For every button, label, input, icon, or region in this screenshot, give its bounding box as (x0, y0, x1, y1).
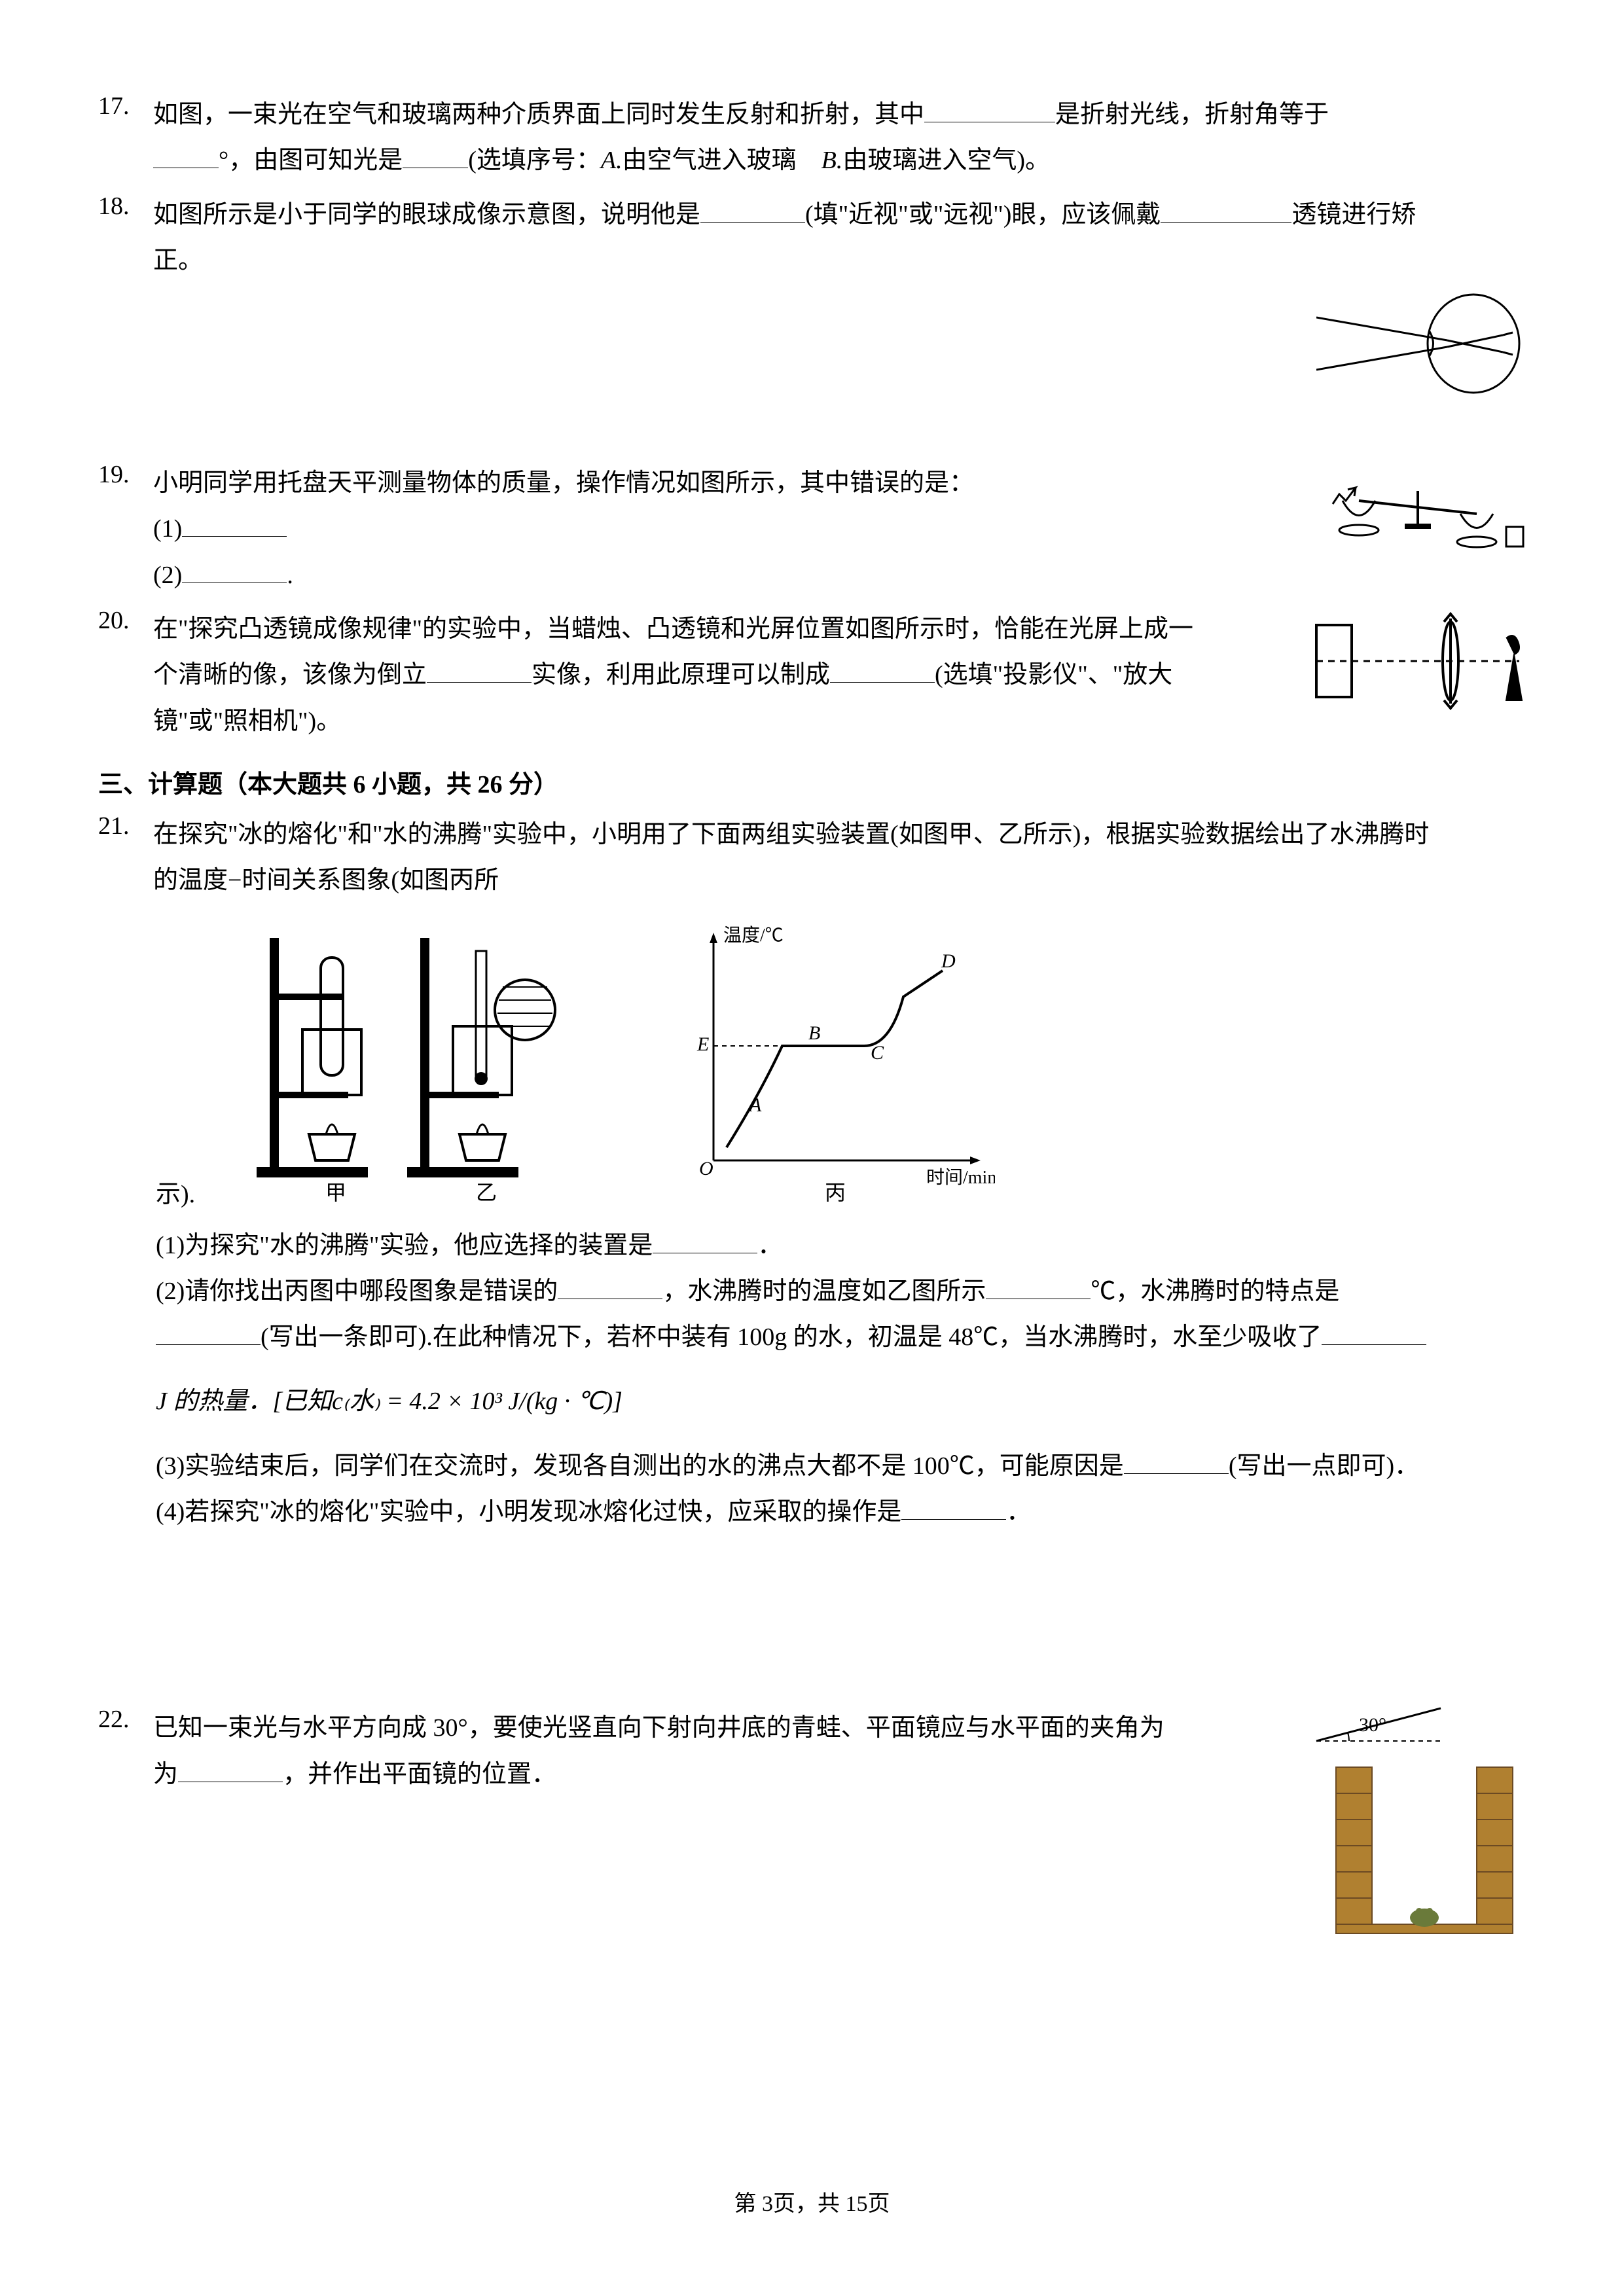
q21-figures-row: 示). (156, 912, 1526, 1210)
q19-text-a: 小明同学用托盘天平测量物体的质量，操作情况如图所示，其中错误的是： (153, 469, 974, 497)
blank (700, 194, 805, 223)
q20-text-b: 实像，利用此原理可以制成 (532, 661, 830, 689)
q17-text-a: 如图，一束光在空气和玻璃两种介质界面上同时发生反射和折射，其中 (153, 101, 924, 128)
q17-text-b: 是折射光线，折射角等于 (1055, 101, 1329, 128)
q21-part4: (4)若探究"冰的熔化"实验中，小明发现冰熔化过快，应采取的操作是 ． (156, 1489, 1526, 1535)
blank (178, 1754, 283, 1782)
question-18: 18. 如图所示是小于同学的眼球成像示意图，说明他是 (填"近视"或"远视")眼，… (98, 192, 1526, 284)
q17-body: 如图，一束光在空气和玻璃两种介质界面上同时发生反射和折射，其中 是折射光线，折射角… (153, 92, 1449, 184)
q22-number: 22. (98, 1705, 151, 1734)
q19-sub2: (2) (153, 562, 182, 589)
heating-apparatus-icon: 甲 乙 (244, 912, 558, 1206)
graph-letter-C: C (871, 1042, 884, 1064)
q18-text-b: (填"近视"或"远视")眼，应该佩戴 (805, 201, 1161, 228)
q22-text-b: ，并作出平面镜的位置． (283, 1761, 556, 1788)
q21-p2c: ℃，水沸腾时的特点是 (1091, 1278, 1339, 1305)
question-22: 22. 已知一束光与水平方向成 30°，要使光竖直向下射向井底的青蛙、平面镜应与… (98, 1705, 1526, 1797)
eye-diagram-icon (1316, 281, 1526, 406)
q21-p4a: (4)若探究"冰的熔化"实验中，小明发现冰熔化过快，应采取的操作是 (156, 1498, 901, 1526)
graph-letter-A: A (748, 1094, 762, 1116)
figure-graph: 温度/℃ 时间/min A B C D E O 丙 (668, 912, 995, 1210)
blank (427, 655, 532, 683)
blank (558, 1271, 662, 1299)
q18-text-a: 如图所示是小于同学的眼球成像示意图，说明他是 (153, 201, 700, 228)
q21-p2e: J 的热量．[已知 (156, 1388, 332, 1415)
blank (1124, 1446, 1229, 1474)
question-21: 21. 在探究"冰的熔化"和"水的沸腾"实验中，小明用了下面两组实验装置(如图甲… (98, 812, 1526, 904)
graph-letter-O: O (699, 1158, 713, 1179)
q21-part1: (1)为探究"水的沸腾"实验，他应选择的装置是 ． (156, 1223, 1526, 1268)
q21-formula: c₍水₎ = 4.2 × 10³ J/(kg · ℃)] (332, 1388, 623, 1415)
q21-intro-a: 在探究"冰的熔化"和"水的沸腾"实验中，小明用了下面两组实验装置(如图甲、乙所示… (153, 821, 1429, 894)
graph-letter-E: E (696, 1033, 709, 1055)
blank (1322, 1317, 1426, 1345)
q17-opta: A. (601, 147, 623, 174)
q17-optb-text: 由玻璃进入空气)。 (842, 147, 1050, 174)
figure-apparatus: 甲 乙 (244, 912, 558, 1210)
figure-eye (1316, 281, 1526, 409)
q21-number: 21. (98, 812, 151, 840)
q19-sub1: (1) (153, 515, 182, 543)
q19-number: 19. (98, 460, 151, 489)
blank (924, 94, 1055, 122)
question-19: 19. 小明同学用托盘天平测量物体的质量，操作情况如图所示，其中错误的是： (1… (98, 460, 1526, 598)
q21-p4b: ． (1006, 1498, 1031, 1526)
q19-sub2-end: . (287, 562, 293, 589)
blank (986, 1271, 1091, 1299)
graph-letter-D: D (941, 950, 956, 972)
question-17: 17. 如图，一束光在空气和玻璃两种介质界面上同时发生反射和折射，其中 是折射光线… (98, 92, 1526, 184)
q21-p1b: ． (757, 1232, 782, 1259)
page: 17. 如图，一束光在空气和玻璃两种介质界面上同时发生反射和折射，其中 是折射光线… (0, 0, 1624, 2296)
q21-formula-line: J 的热量．[已知c₍水₎ = 4.2 × 10³ J/(kg · ℃)] (156, 1378, 1526, 1424)
blank (153, 141, 219, 169)
q18-body: 如图所示是小于同学的眼球成像示意图，说明他是 (填"近视"或"远视")眼，应该佩戴… (153, 192, 1449, 284)
temperature-time-graph-icon: 温度/℃ 时间/min A B C D E O 丙 (668, 912, 995, 1206)
section-3-header: 三、计算题（本大题共 6 小题，共 26 分） (98, 764, 1526, 800)
q22-body: 已知一束光与水平方向成 30°，要使光竖直向下射向井底的青蛙、平面镜应与水平面的… (153, 1705, 1266, 1797)
blank (653, 1225, 757, 1253)
blank (403, 141, 468, 169)
label-bing: 丙 (825, 1181, 846, 1204)
blank (182, 509, 287, 537)
q17-opta-text: 由空气进入玻璃 (623, 147, 821, 174)
q17-optb: B. (821, 147, 843, 174)
q20-number: 20. (98, 606, 151, 635)
q18-number: 18. (98, 192, 151, 221)
blank (182, 555, 287, 583)
blank (1161, 194, 1291, 223)
q21-p3b: (写出一点即可)． (1229, 1452, 1419, 1480)
q22-text-a: 已知一束光与水平方向成 30°，要使光竖直向下射向井底的青蛙、平面镜应与水平面的… (153, 1714, 1164, 1742)
q21-p3a: (3)实验结束后，同学们在交流时，发现各自测出的水的沸点大都不是 100℃，可能… (156, 1452, 1124, 1480)
q21-part2: (2)请你找出丙图中哪段图象是错误的 ，水沸腾时的温度如乙图所示 ℃，水沸腾时的特点… (156, 1268, 1526, 1361)
question-20: 20. 在"探究凸透镜成像规律"的实验中，当蜡烛、凸透镜和光屏位置如图所示时，恰… (98, 606, 1526, 744)
q21-body: 在探究"冰的熔化"和"水的沸腾"实验中，小明用了下面两组实验装置(如图甲、乙所示… (153, 812, 1449, 904)
q20-body: 在"探究凸透镜成像规律"的实验中，当蜡烛、凸透镜和光屏位置如图所示时，恰能在光屏… (153, 606, 1207, 744)
blank (830, 655, 935, 683)
q17-number: 17. (98, 92, 151, 120)
blank (156, 1317, 261, 1345)
q21-p2a: (2)请你找出丙图中哪段图象是错误的 (156, 1278, 558, 1305)
blank (901, 1492, 1006, 1520)
q17-text-d: (选填序号： (468, 147, 601, 174)
q17-text-c: °，由图可知光是 (219, 147, 403, 174)
q21-p2b: ，水沸腾时的温度如乙图所示 (662, 1278, 986, 1305)
graph-letter-B: B (808, 1022, 820, 1044)
page-footer: 第 3页，共 15页 (0, 2185, 1624, 2217)
footer-text: 第 3页，共 15页 (734, 2192, 890, 2216)
label-yi: 乙 (476, 1181, 497, 1204)
q21-part3: (3)实验结束后，同学们在交流时，发现各自测出的水的沸点大都不是 100℃，可能… (156, 1443, 1526, 1489)
graph-ylabel: 温度/℃ (723, 925, 784, 946)
q21-intro-b: 示). (156, 1174, 241, 1210)
q21-p2d: (写出一条即可).在此种情况下，若杯中装有 100g 的水，初温是 48℃，当水… (261, 1323, 1322, 1351)
q21-p1a: (1)为探究"水的沸腾"实验，他应选择的装置是 (156, 1232, 653, 1259)
graph-xlabel: 时间/min (926, 1167, 995, 1188)
q19-body: 小明同学用托盘天平测量物体的质量，操作情况如图所示，其中错误的是： (1) (2… (153, 460, 1207, 598)
label-jia: 甲 (325, 1181, 346, 1204)
